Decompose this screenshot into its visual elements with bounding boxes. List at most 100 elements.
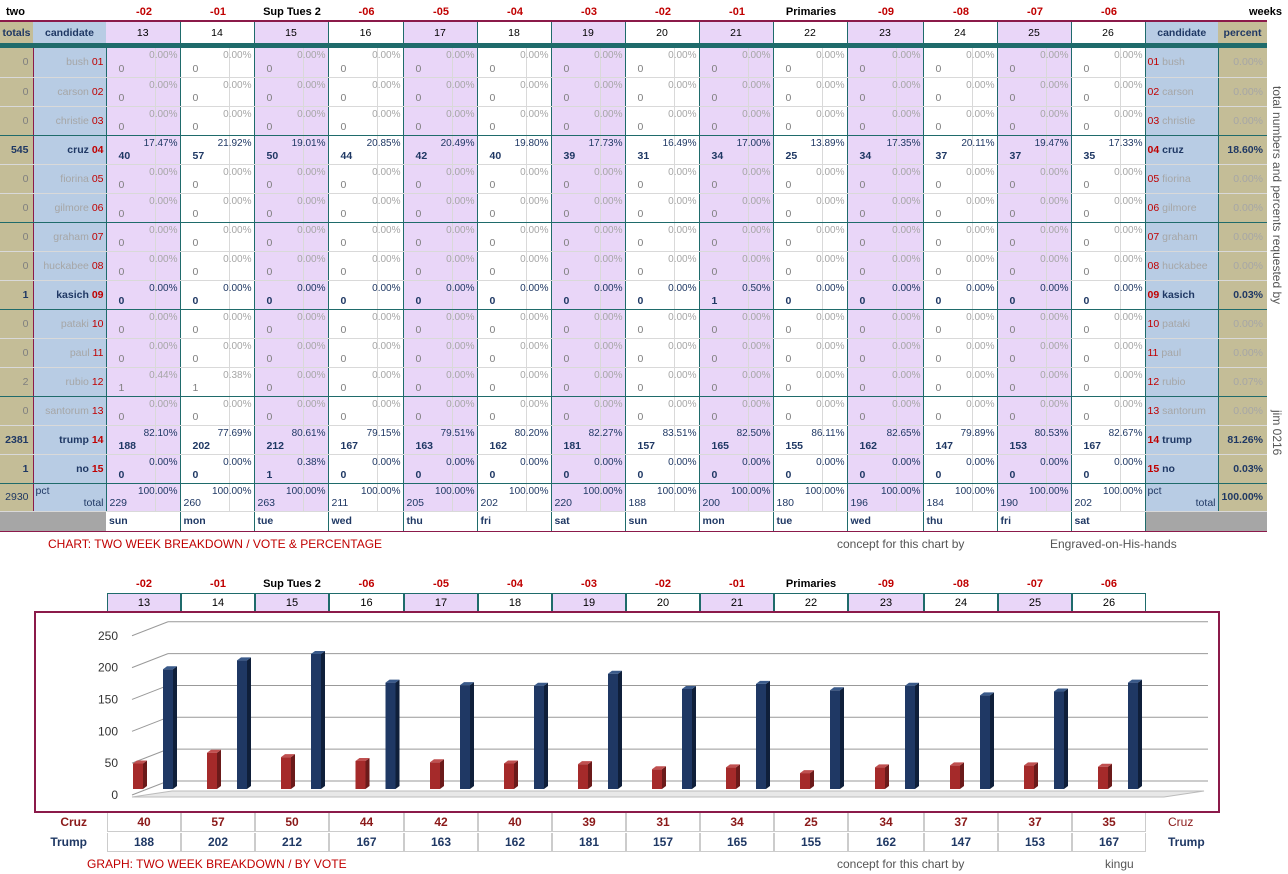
candidate-name-right-label: pataki [1162, 317, 1191, 330]
day-cell: 0 0.00% [625, 106, 700, 136]
day-percent: 0.00% [297, 79, 326, 91]
day-cell: 0 0.00% [625, 309, 700, 339]
day-percent: 0.00% [892, 282, 921, 294]
candidate-name-right: 13 santorum [1145, 396, 1218, 426]
cell-divider [228, 77, 230, 106]
candidate-row: 0 paul 11 0 0.00% 0 0.00% 0 0.00% 0 0.00% 0 0.00% 0 0… [0, 338, 1267, 368]
day-cell: 1 0.38% [180, 367, 255, 397]
divider-cell [477, 43, 551, 48]
bar-side-cruz [365, 757, 370, 789]
total-percent: 100.00% [881, 485, 921, 497]
day-percent: 0.00% [297, 50, 326, 61]
day-votes: 0 [489, 323, 496, 336]
cell-divider [895, 135, 897, 164]
day-cell: 0 0.00% [699, 106, 774, 136]
day-votes: 0 [785, 468, 792, 481]
cell-divider [451, 338, 453, 367]
bar-side-trump [766, 680, 770, 789]
cell-divider [895, 106, 897, 135]
day-percent: 0.00% [149, 195, 178, 207]
cell-divider [599, 222, 601, 251]
bar-side-cruz [514, 760, 518, 789]
date-cell-2: 20 [626, 593, 700, 611]
cell-divider [821, 280, 823, 309]
day-cell: 0 0.00% [625, 77, 700, 107]
day-percent: 0.00% [372, 369, 401, 381]
pct-label-right: pct [1147, 484, 1162, 497]
day-percent: 0.00% [297, 224, 326, 236]
candidate-name-right: 01 bush [1145, 48, 1218, 78]
day-percent: 0.00% [892, 224, 921, 236]
total-day-cell: 260 100.00% [180, 482, 255, 512]
top-label-right: weeks [1248, 6, 1282, 18]
day-percent: 0.00% [297, 398, 326, 410]
day-cell: 0 0.00% [254, 222, 329, 252]
day-cell: 0 0.00% [106, 454, 181, 484]
day-name: wed [328, 511, 404, 532]
day-percent: 0.00% [892, 50, 921, 61]
candidate-name: kasich [56, 288, 89, 301]
date-cell-2: 13 [107, 593, 181, 611]
cell-divider [673, 367, 675, 396]
bar-top-cruz [281, 754, 295, 758]
day-votes: 0 [637, 381, 644, 394]
day-cell: 0 0.00% [106, 48, 181, 78]
bar-cruz [1024, 765, 1034, 789]
series-value: 162 [478, 833, 552, 852]
date-cell-2: 14 [181, 593, 255, 611]
day-votes: 0 [340, 352, 347, 365]
bar-trump [756, 683, 766, 789]
day-percent: 0.00% [520, 108, 549, 120]
day-percent: 0.00% [446, 311, 475, 323]
day-votes: 0 [415, 265, 422, 278]
day-cell: 165 82.50% [699, 425, 774, 455]
day-cell: 0 0.00% [551, 106, 626, 136]
total-votes: 202 [480, 496, 499, 509]
bar-top-trump [980, 692, 994, 696]
day-votes: 0 [1009, 91, 1016, 104]
cell-divider [1045, 483, 1047, 511]
day-votes: 202 [192, 439, 211, 452]
day-cell: 0 0.00% [1071, 48, 1146, 78]
side-note: total numbers and percents requested by [1270, 86, 1284, 305]
day-percent: 0.00% [1114, 282, 1143, 294]
day-cell: 153 80.53% [997, 425, 1072, 455]
cell-divider [895, 483, 897, 511]
cell-divider [302, 164, 304, 193]
series-value: 163 [404, 833, 478, 852]
day-votes: 162 [859, 439, 878, 452]
day-votes: 0 [266, 410, 273, 423]
day-percent: 0.00% [742, 108, 771, 120]
day-votes: 0 [859, 323, 866, 336]
day-votes: 0 [415, 381, 422, 394]
candidate-name-right: 03 christie [1145, 106, 1218, 136]
day-cell: 163 79.51% [403, 425, 478, 455]
day-votes: 181 [563, 439, 582, 452]
day-percent: 0.50% [742, 282, 771, 294]
day-percent: 0.00% [446, 166, 475, 178]
day-cell: 0 0.00% [551, 454, 626, 484]
day-percent: 0.00% [297, 340, 326, 352]
candidate-name: santorum [45, 404, 89, 417]
total-percent: 100.00% [583, 485, 623, 497]
day-cell: 0 0.00% [106, 396, 181, 426]
cell-divider [673, 222, 675, 251]
week-marker: -04 [507, 6, 523, 18]
day-votes: 0 [711, 352, 718, 365]
y-tick-label: 150 [98, 692, 118, 706]
cell-divider [747, 164, 749, 193]
candidate-name-right-label: cruz [1162, 143, 1184, 156]
cell-divider [895, 454, 897, 483]
day-cell: 0 0.00% [403, 251, 478, 281]
day-percent: 0.00% [1040, 282, 1069, 294]
day-votes: 0 [785, 381, 792, 394]
day-votes: 1 [118, 381, 125, 394]
day-percent: 0.00% [1114, 369, 1143, 381]
day-name: wed [847, 511, 924, 532]
day-cell: 0 0.00% [699, 48, 774, 78]
candidate-name-right: 04 cruz [1145, 135, 1218, 165]
day-percent: 0.00% [520, 79, 549, 91]
candidate-number-right: 09 [1147, 288, 1160, 301]
divider-cell [847, 43, 923, 48]
series-value: 167 [1072, 833, 1146, 852]
